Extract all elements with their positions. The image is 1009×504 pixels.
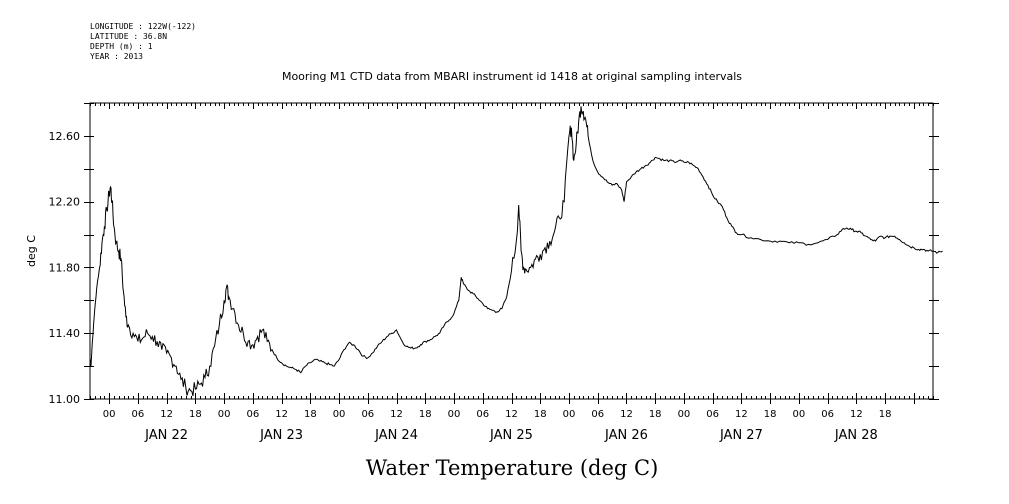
y-tick-labels: 11.00 11.40 11.80 12.20 12.60 bbox=[49, 130, 81, 406]
x-tick-label: 00 bbox=[448, 409, 461, 420]
day-label: JAN 28 bbox=[834, 428, 878, 443]
x-tick-label: 00 bbox=[793, 409, 806, 420]
plot-frame bbox=[89, 102, 934, 400]
day-label: JAN 24 bbox=[374, 428, 418, 443]
chart-title: Mooring M1 CTD data from MBARI instrumen… bbox=[282, 70, 742, 83]
longitude-text: LONGITUDE : 122W(-122) bbox=[90, 22, 196, 31]
x-axis-label: Water Temperature (deg C) bbox=[366, 456, 659, 480]
x-tick-label: 12 bbox=[850, 409, 863, 420]
x-tick-label: 18 bbox=[534, 409, 547, 420]
x-tick-label: 18 bbox=[764, 409, 777, 420]
x-tick-label: 00 bbox=[218, 409, 231, 420]
x-tick-labels: 00 06 12 18 00 06 12 18 00 06 12 18 00 06 12 18 00 06 12 18… bbox=[103, 409, 892, 420]
x-tick-label: 00 bbox=[333, 409, 346, 420]
x-tick-label: 06 bbox=[821, 409, 834, 420]
day-label: JAN 25 bbox=[489, 428, 533, 443]
x-tick-label: 12 bbox=[160, 409, 173, 420]
x-tick-label: 06 bbox=[361, 409, 374, 420]
x-tick-label: 06 bbox=[476, 409, 489, 420]
y-axis-label: deg C bbox=[25, 235, 38, 267]
x-tick-label: 18 bbox=[649, 409, 662, 420]
water-temperature-line bbox=[89, 106, 943, 397]
x-tick-label: 06 bbox=[706, 409, 719, 420]
x-tick-label: 00 bbox=[563, 409, 576, 420]
latitude-text: LATITUDE : 36.8N bbox=[90, 32, 168, 41]
x-tick-label: 12 bbox=[620, 409, 633, 420]
depth-text: DEPTH (m) : 1 bbox=[90, 42, 153, 51]
year-text: YEAR : 2013 bbox=[90, 52, 143, 61]
x-tick-label: 18 bbox=[304, 409, 317, 420]
y-tick-label: 12.20 bbox=[49, 196, 81, 209]
y-tick-label: 11.80 bbox=[49, 261, 81, 274]
day-label: JAN 23 bbox=[259, 428, 303, 443]
x-tick-label: 18 bbox=[419, 409, 432, 420]
y-tick-label: 11.40 bbox=[49, 327, 81, 340]
metadata-header: LONGITUDE : 122W(-122) LATITUDE : 36.8N … bbox=[90, 22, 196, 62]
y-tick-label: 11.00 bbox=[49, 393, 81, 406]
x-tick-label: 12 bbox=[390, 409, 403, 420]
x-tick-label: 12 bbox=[275, 409, 288, 420]
x-tick-label: 06 bbox=[132, 409, 145, 420]
day-labels: JAN 22 JAN 23 JAN 24 JAN 25 JAN 26 JAN 27 JAN … bbox=[144, 428, 878, 443]
day-label: JAN 26 bbox=[604, 428, 648, 443]
x-tick-label: 12 bbox=[505, 409, 518, 420]
x-tick-label: 00 bbox=[678, 409, 691, 420]
x-tick-label: 06 bbox=[591, 409, 604, 420]
x-tick-label: 06 bbox=[246, 409, 259, 420]
day-label: JAN 27 bbox=[719, 428, 763, 443]
day-label: JAN 22 bbox=[144, 428, 188, 443]
axis-ticks bbox=[84, 103, 939, 404]
y-tick-label: 12.60 bbox=[49, 130, 81, 143]
x-tick-label: 18 bbox=[189, 409, 202, 420]
x-tick-label: 18 bbox=[879, 409, 892, 420]
x-tick-label: 00 bbox=[103, 409, 116, 420]
x-tick-label: 12 bbox=[735, 409, 748, 420]
